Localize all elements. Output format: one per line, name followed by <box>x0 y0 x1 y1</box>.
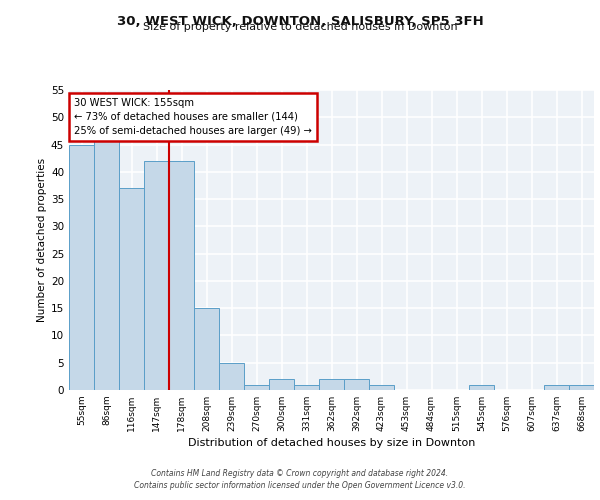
Bar <box>369 384 394 390</box>
Bar <box>244 384 269 390</box>
Bar <box>169 161 194 390</box>
Text: 30 WEST WICK: 155sqm
← 73% of detached houses are smaller (144)
25% of semi-deta: 30 WEST WICK: 155sqm ← 73% of detached h… <box>74 98 312 136</box>
Bar <box>194 308 219 390</box>
Bar <box>569 384 594 390</box>
Bar <box>94 139 119 390</box>
Bar <box>219 362 244 390</box>
Text: 30, WEST WICK, DOWNTON, SALISBURY, SP5 3FH: 30, WEST WICK, DOWNTON, SALISBURY, SP5 3… <box>116 15 484 28</box>
Bar <box>319 379 344 390</box>
Bar <box>344 379 369 390</box>
Bar <box>294 384 319 390</box>
Bar <box>544 384 569 390</box>
Y-axis label: Number of detached properties: Number of detached properties <box>37 158 47 322</box>
Bar <box>69 144 94 390</box>
Bar <box>269 379 294 390</box>
X-axis label: Distribution of detached houses by size in Downton: Distribution of detached houses by size … <box>188 438 475 448</box>
Text: Size of property relative to detached houses in Downton: Size of property relative to detached ho… <box>143 22 457 32</box>
Bar <box>469 384 494 390</box>
Bar <box>144 161 169 390</box>
Bar <box>119 188 144 390</box>
Text: Contains HM Land Registry data © Crown copyright and database right 2024.
Contai: Contains HM Land Registry data © Crown c… <box>134 469 466 490</box>
